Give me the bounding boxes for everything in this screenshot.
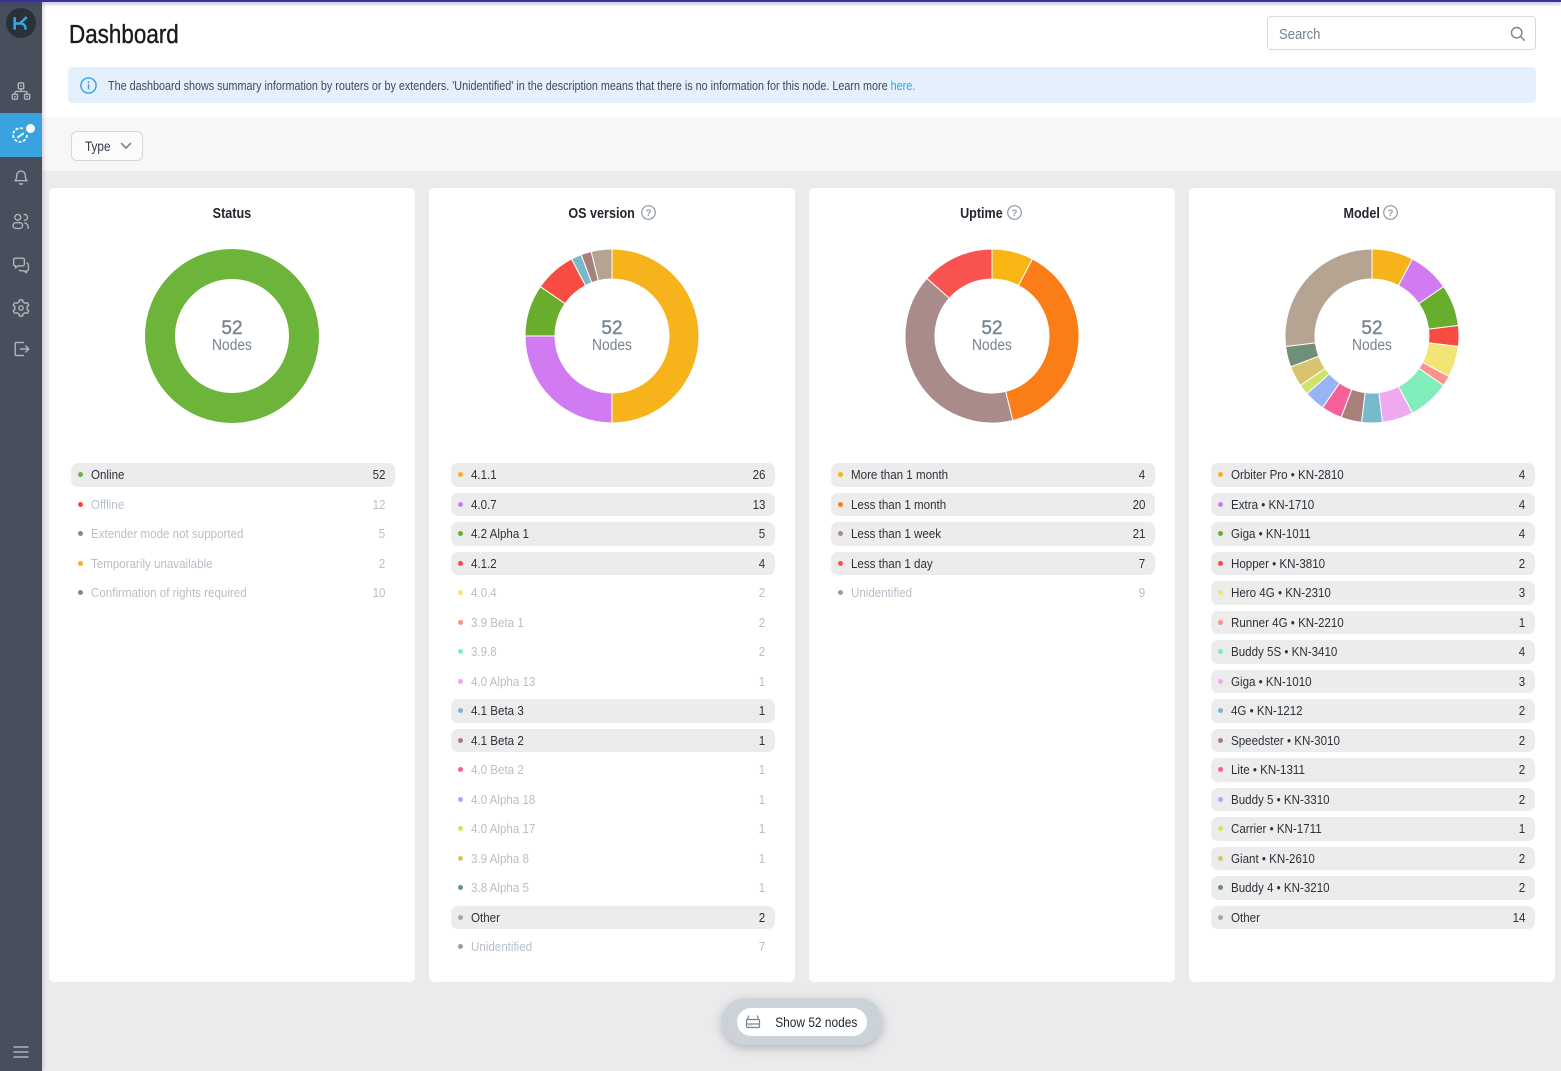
svg-text:?: ? (1012, 208, 1018, 219)
svg-text:?: ? (1388, 208, 1394, 219)
svg-text:?: ? (646, 208, 652, 219)
